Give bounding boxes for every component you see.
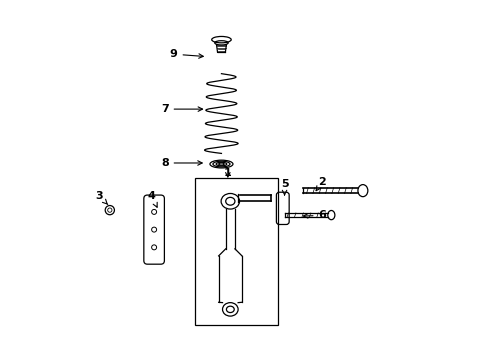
Text: 2: 2 (315, 177, 325, 191)
Text: 5: 5 (280, 179, 288, 195)
Text: 6: 6 (303, 211, 326, 220)
Text: 3: 3 (95, 191, 107, 204)
Text: 1: 1 (224, 168, 231, 178)
Text: 8: 8 (161, 158, 202, 168)
Bar (195, 178, 278, 325)
Text: 7: 7 (161, 104, 202, 114)
Text: 9: 9 (169, 49, 203, 59)
Text: 4: 4 (147, 191, 157, 207)
